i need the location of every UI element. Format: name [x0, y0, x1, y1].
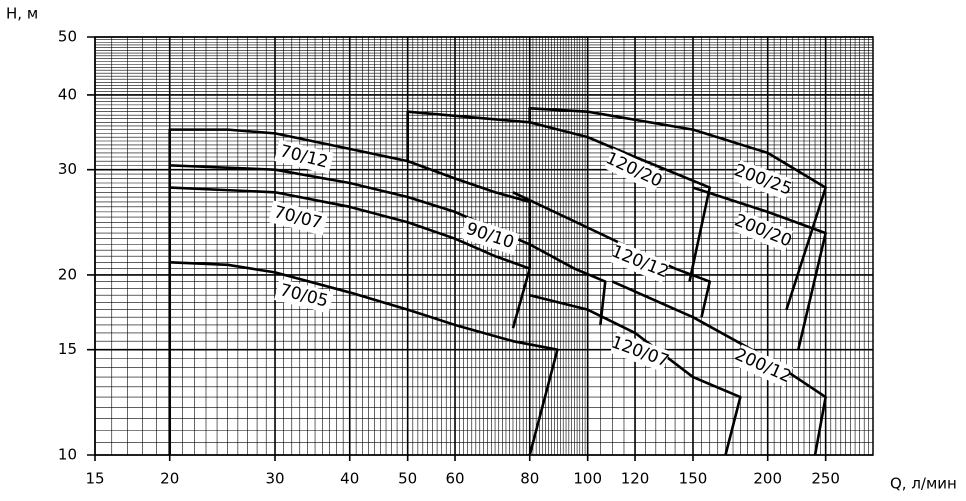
pump-curve: [528, 106, 827, 311]
pump-curve: [168, 128, 532, 455]
y-tick-label: 30: [58, 160, 77, 178]
x-tick-label: 60: [445, 470, 464, 488]
label-bg: [732, 210, 794, 252]
x-tick-label: 150: [679, 470, 708, 488]
x-tick-label: 250: [811, 470, 840, 488]
pump-curve: [169, 261, 559, 456]
x-tick-label: 100: [573, 470, 602, 488]
y-tick-label: 40: [58, 85, 77, 103]
pump-curve: [406, 110, 712, 282]
label-bg: [459, 216, 521, 256]
y-axis-label: H, м: [6, 5, 38, 23]
y-tick-label: 20: [58, 265, 77, 283]
x-tick-label: 15: [85, 470, 104, 488]
label-bg: [732, 344, 794, 388]
x-tick-label: 30: [265, 470, 284, 488]
label-bg: [609, 241, 671, 283]
curve-label: 200/25: [731, 160, 794, 199]
label-bg: [274, 139, 334, 175]
label-bg: [603, 148, 665, 192]
pump-curve: [169, 164, 607, 326]
y-tick-label: 50: [58, 28, 77, 46]
curve-label: 200/20: [732, 211, 795, 252]
x-tick-label: 200: [753, 470, 782, 488]
x-tick-label: 80: [520, 470, 539, 488]
x-tick-label: 50: [398, 470, 417, 488]
label-bg: [268, 200, 328, 236]
x-tick-label: 20: [160, 470, 179, 488]
x-tick-label: 120: [621, 470, 650, 488]
pump-curve: [169, 186, 532, 329]
x-axis-label: Q, л/мин: [890, 475, 957, 493]
curve-label: 200/12: [732, 345, 795, 388]
pump-curve: [692, 186, 827, 350]
curve-label: 120/12: [609, 242, 672, 283]
label-bg: [274, 278, 334, 314]
plot-frame: [94, 36, 874, 456]
y-tick-label: 10: [58, 446, 77, 464]
x-tick-label: 40: [340, 470, 359, 488]
y-tick-label: 15: [58, 340, 77, 358]
label-bg: [609, 332, 671, 372]
label-bg: [732, 160, 794, 200]
